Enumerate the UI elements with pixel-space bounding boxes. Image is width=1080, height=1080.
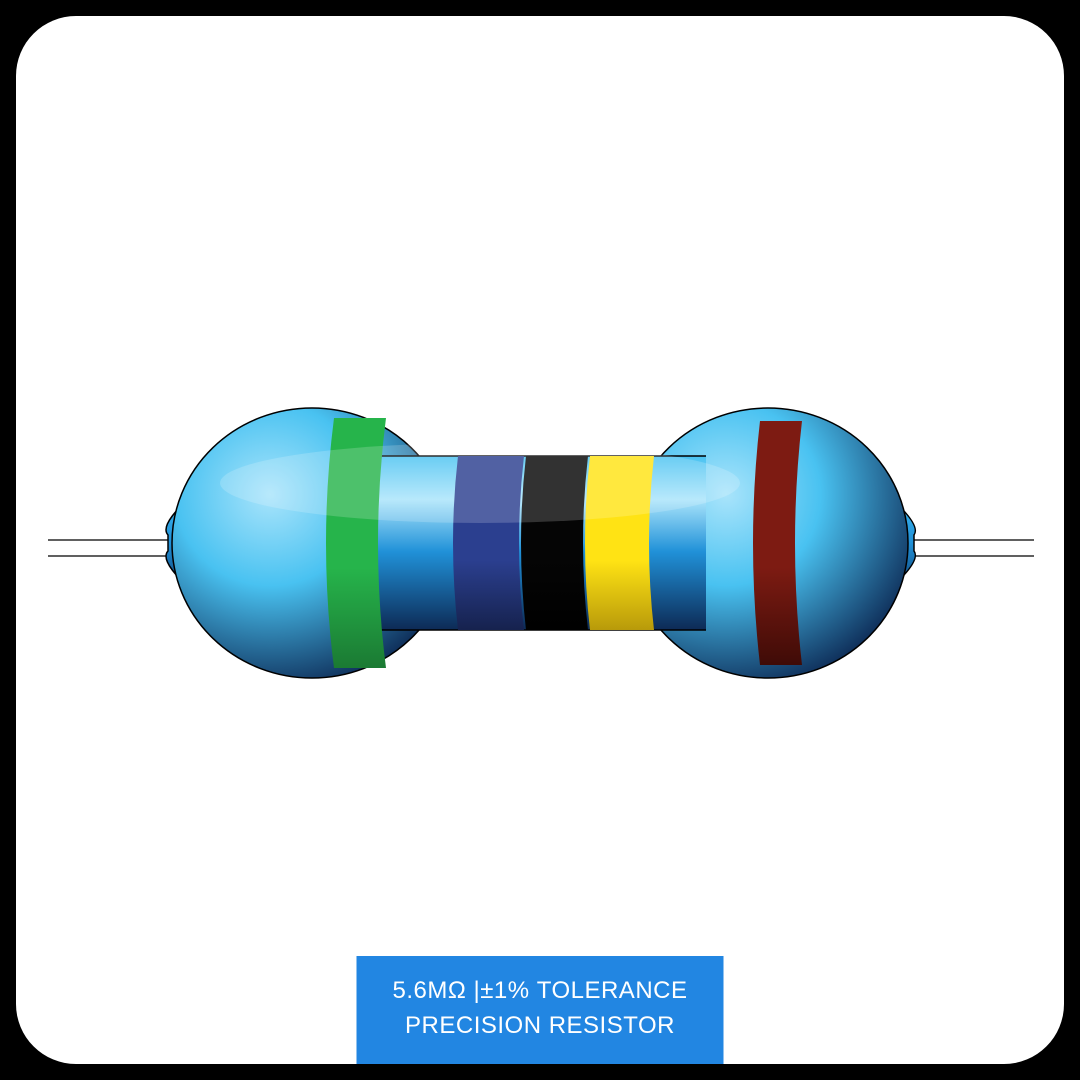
card: 5.6MΩ |±1% TOLERANCE PRECISION RESISTOR: [16, 16, 1064, 1064]
spec-label: 5.6MΩ |±1% TOLERANCE PRECISION RESISTOR: [357, 956, 724, 1064]
resistor-figure: [16, 16, 1064, 1064]
body-highlight: [220, 443, 740, 523]
spec-line-1: 5.6MΩ |±1% TOLERANCE: [393, 974, 688, 1009]
spec-line-2: PRECISION RESISTOR: [393, 1009, 688, 1044]
band-tolerance-brown: [753, 421, 802, 665]
